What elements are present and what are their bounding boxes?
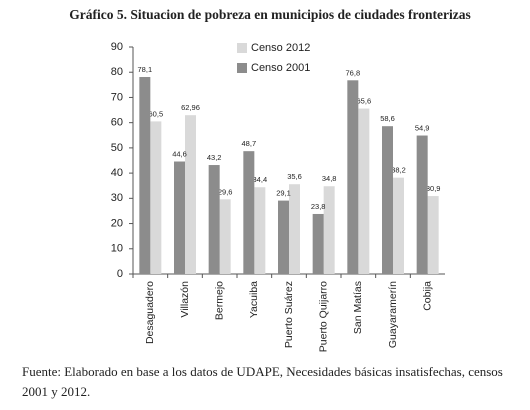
value-label: 34,8 <box>322 174 337 183</box>
y-tick-label: 30 <box>111 192 123 204</box>
bar <box>174 161 185 274</box>
bar <box>208 165 220 274</box>
value-label: 44,6 <box>172 149 187 158</box>
x-tick-label: Puerto Quijarro <box>317 281 329 352</box>
value-label: 29,6 <box>218 187 233 196</box>
legend-swatch <box>237 63 247 73</box>
x-tick-label: Guayaramerín <box>387 281 399 348</box>
bar <box>219 199 231 274</box>
legend-label: Censo 2001 <box>251 62 310 74</box>
bar <box>139 77 151 275</box>
value-label: 30,9 <box>426 184 441 193</box>
value-label: 60,5 <box>149 109 164 118</box>
value-label: 65,6 <box>357 97 372 106</box>
value-label: 54,9 <box>415 124 430 133</box>
x-tick-label: Puerto Suárez <box>283 281 295 348</box>
y-tick-label: 40 <box>111 167 123 179</box>
y-tick-label: 80 <box>111 66 123 78</box>
x-tick-label: Bermejo <box>213 281 225 320</box>
bar <box>427 196 439 274</box>
bar <box>289 184 300 274</box>
legend-label: Censo 2012 <box>251 42 310 54</box>
y-tick-label: 10 <box>111 243 123 255</box>
value-label: 29,1 <box>276 189 291 198</box>
source-note: Fuente: Elaborado en base a los datos de… <box>22 364 503 399</box>
bar <box>393 177 404 274</box>
chart-title: Gráfico 5. Situacion de pobreza en munic… <box>69 7 471 22</box>
bar <box>150 121 162 275</box>
bar <box>243 151 255 274</box>
value-label: 58,6 <box>380 114 395 123</box>
value-label: 35,6 <box>287 172 302 181</box>
y-tick-label: 20 <box>111 217 123 229</box>
bar <box>323 186 335 274</box>
value-label: 38,2 <box>391 166 406 175</box>
y-tick-label: 90 <box>111 41 123 53</box>
legend-swatch <box>237 43 247 53</box>
value-label: 76,8 <box>346 68 361 77</box>
value-label: 48,7 <box>242 139 257 148</box>
value-label: 34,4 <box>253 175 268 184</box>
value-label: 78,1 <box>138 65 153 74</box>
value-label: 43,2 <box>207 153 222 162</box>
x-tick-label: Villazón <box>179 281 191 318</box>
x-tick-label: Cobija <box>421 281 433 311</box>
bar <box>416 135 428 274</box>
bar <box>312 213 324 274</box>
x-tick-label: Desaguadero <box>144 281 156 344</box>
y-tick-label: 60 <box>111 117 123 129</box>
bar <box>185 115 196 274</box>
value-label: 23,8 <box>311 202 326 211</box>
bar <box>347 80 359 274</box>
bar <box>254 187 266 274</box>
y-tick-label: 50 <box>111 142 123 154</box>
x-tick-label: Yacuiba <box>248 281 260 318</box>
value-label: 62,96 <box>181 103 200 112</box>
bar <box>382 126 393 274</box>
x-tick-label: San Matías <box>352 281 364 334</box>
y-tick-label: 70 <box>111 91 123 103</box>
bar <box>358 108 370 274</box>
y-tick-label: 0 <box>117 268 123 280</box>
chart: Gráfico 5. Situacion de pobreza en munic… <box>69 7 471 352</box>
bar <box>278 200 289 274</box>
